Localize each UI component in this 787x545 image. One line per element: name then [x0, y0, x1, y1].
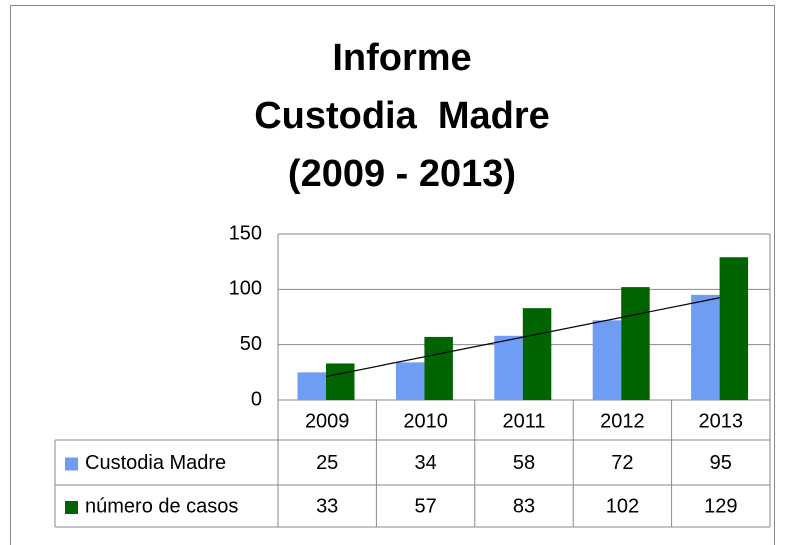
bar: [297, 372, 326, 400]
bar: [592, 320, 622, 400]
bar: [326, 363, 355, 400]
x-tick-label: 2010: [403, 410, 448, 432]
y-tick-label: 50: [240, 333, 262, 355]
y-tick-label: 150: [229, 222, 262, 244]
chart-border: [10, 5, 775, 545]
x-tick-label: 2009: [305, 410, 350, 432]
y-tick-label: 100: [229, 278, 262, 300]
bar: [621, 287, 650, 400]
bar: [522, 308, 552, 400]
bar: [424, 336, 453, 400]
bar: [494, 335, 523, 400]
table-value: 72: [611, 452, 633, 474]
chart-title: Custodia Madre: [254, 95, 550, 137]
x-tick-label: 2012: [600, 410, 645, 432]
bar: [719, 257, 749, 400]
x-tick-label: 2013: [699, 410, 744, 432]
table-value: 102: [606, 495, 639, 517]
x-tick-label: 2011: [502, 410, 545, 432]
trendline: [325, 297, 720, 378]
legend-label: número de casos: [85, 495, 238, 517]
chart-title: Informe: [332, 37, 471, 79]
bar: [691, 294, 720, 400]
legend-label: Custodia Madre: [85, 452, 226, 474]
table-value: 58: [513, 452, 535, 474]
chart-title: (2009 - 2013): [288, 153, 516, 195]
legend-key: [65, 457, 78, 471]
table-value: 129: [704, 495, 737, 517]
table-value: 33: [316, 495, 338, 517]
table-value: 57: [414, 495, 436, 517]
table-value: 95: [710, 452, 732, 474]
legend-key: [65, 501, 78, 514]
table-value: 83: [513, 495, 535, 517]
y-tick-label: 0: [251, 388, 262, 410]
table-value: 25: [316, 452, 338, 474]
bar: [395, 362, 425, 400]
table-value: 34: [414, 452, 436, 474]
